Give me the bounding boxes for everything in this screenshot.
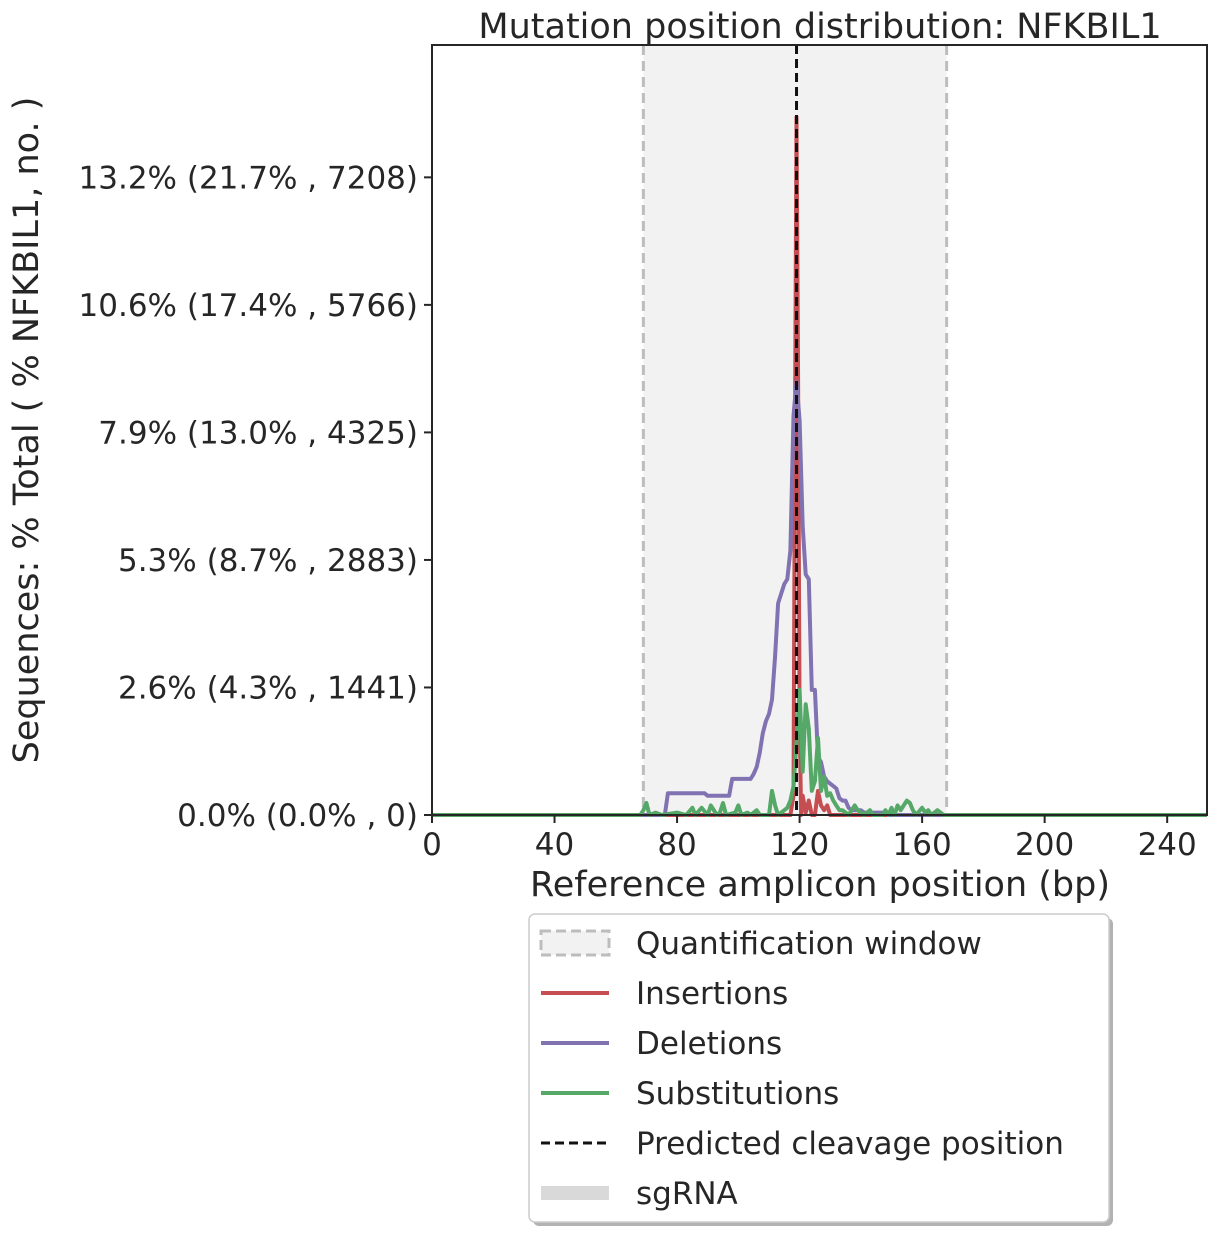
series-layer	[432, 115, 1207, 817]
x-tick-label: 120	[770, 827, 829, 863]
legend-label: Predicted cleavage position	[636, 1126, 1064, 1162]
series-deletions-line	[432, 379, 1207, 817]
x-tick-label: 160	[893, 827, 952, 863]
legend-label: Substitutions	[636, 1076, 839, 1112]
x-tick-label: 40	[535, 827, 574, 863]
legend-handle-quantification-window	[539, 929, 611, 957]
y-axis-label: Sequences: % Total ( % NFKBIL1, no. )	[7, 97, 47, 764]
y-tick-label: 5.3% (8.7% , 2883)	[118, 543, 418, 579]
y-tick-label: 10.6% (17.4% , 5766)	[79, 288, 418, 324]
y-tick-label: 2.6% (4.3% , 1441)	[118, 670, 418, 706]
legend-handle-sgrna	[541, 1186, 609, 1200]
plot-frame	[431, 44, 1208, 816]
y-tick-label: 7.9% (13.0% , 4325)	[98, 415, 418, 451]
x-tick-label: 240	[1138, 827, 1197, 863]
x-tick-label: 200	[1015, 827, 1074, 863]
legend-label: Insertions	[636, 976, 788, 1012]
x-tick-label: 80	[657, 827, 696, 863]
legend: Quantification window Insertions Deletions…	[528, 913, 1113, 1226]
x-tick-label: 0	[422, 827, 442, 863]
legend-label: Deletions	[636, 1026, 782, 1062]
y-tick-label: 0.0% (0.0% , 0)	[177, 798, 418, 834]
legend-label: sgRNA	[636, 1176, 738, 1212]
x-axis-ticks: 0 40 80 120 160 200 240	[422, 815, 1197, 863]
legend-label: Quantification window	[636, 926, 982, 962]
chart-title: Mutation position distribution: NFKBIL1	[478, 7, 1161, 47]
plot-area	[431, 44, 1208, 817]
series-substitutions-line	[432, 687, 1207, 817]
y-axis-ticks: 0.0% (0.0% , 0) 2.6% (4.3% , 1441) 5.3% (8…	[79, 160, 432, 834]
x-axis-label: Reference amplicon position (bp)	[530, 865, 1110, 905]
legend-box	[528, 913, 1110, 1223]
y-tick-label: 13.2% (21.7% , 7208)	[79, 160, 418, 196]
